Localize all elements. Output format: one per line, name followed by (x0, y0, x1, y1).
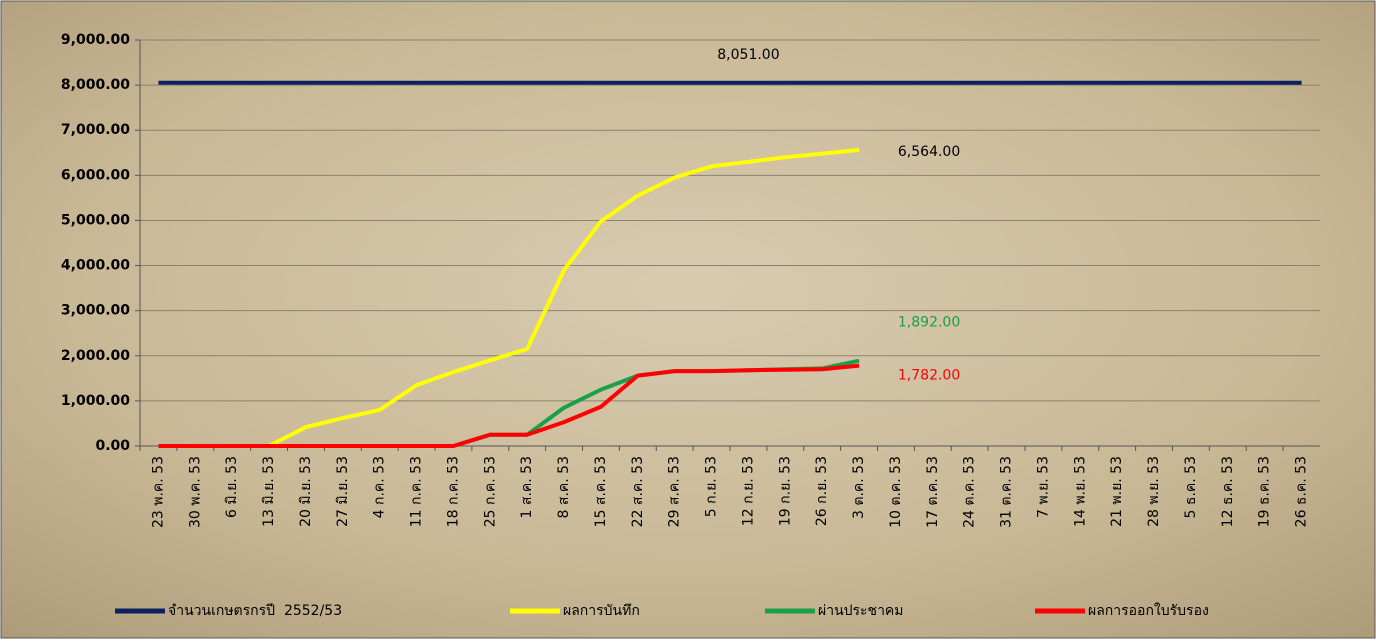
y-tick-label: 0.00 (95, 438, 130, 454)
data-label: 8,051.00 (717, 47, 779, 63)
y-tick-label: 4,000.00 (61, 258, 130, 274)
y-tick-label: 5,000.00 (61, 212, 130, 228)
x-tick-label: 17 ต.ค. 53 (925, 456, 941, 528)
x-tick-label: 1 ส.ค. 53 (519, 456, 535, 518)
x-tick-label: 6 มิ.ย. 53 (224, 456, 240, 518)
y-tick-label: 2,000.00 (61, 348, 130, 364)
x-tick-label: 7 พ.ย. 53 (1035, 456, 1051, 518)
x-tick-label: 27 มิ.ย. 53 (335, 456, 351, 527)
x-tick-label: 31 ต.ค. 53 (999, 456, 1015, 528)
chart: 0.00 1,000.00 2,000.00 3,000.00 4,000.00 5,00… (0, 0, 1376, 639)
y-tick-label: 8,000.00 (61, 77, 130, 93)
x-tick-label: 12 ธ.ค. 53 (1220, 456, 1236, 527)
x-tick-label: 23 พ.ค. 53 (150, 456, 166, 528)
x-tick-label: 30 พ.ค. 53 (187, 456, 203, 528)
y-tick-label: 6,000.00 (61, 167, 130, 183)
x-tick-label: 18 ก.ค. 53 (445, 456, 461, 527)
legend-label: จำนวนเกษตรกรปี 2552/53 (168, 603, 342, 619)
x-tick-label: 11 ก.ค. 53 (409, 456, 425, 527)
data-label: 6,564.00 (898, 144, 960, 160)
x-tick-label: 15 ส.ค. 53 (593, 456, 609, 527)
data-label: 1,892.00 (898, 315, 960, 331)
x-tick-label: 25 ก.ค. 53 (482, 456, 498, 527)
y-tick-label: 9,000.00 (61, 32, 130, 48)
x-tick-label: 14 พ.ย. 53 (1072, 456, 1088, 527)
x-tick-label: 22 ส.ค. 53 (630, 456, 646, 527)
x-tick-label: 24 ต.ค. 53 (962, 456, 978, 528)
x-tick-label: 5 ก.ย. 53 (704, 456, 720, 517)
x-tick-label: 12 ก.ย. 53 (740, 456, 756, 526)
x-tick-label: 20 มิ.ย. 53 (298, 456, 314, 527)
x-tick-label: 26 ก.ย. 53 (814, 456, 830, 526)
x-tick-label: 10 ต.ค. 53 (888, 456, 904, 528)
x-tick-label: 19 ธ.ค. 53 (1257, 456, 1273, 527)
y-tick-label: 3,000.00 (61, 303, 130, 319)
x-tick-label: 8 ส.ค. 53 (556, 456, 572, 518)
x-tick-label: 19 ก.ย. 53 (777, 456, 793, 526)
x-tick-label: 21 พ.ย. 53 (1109, 456, 1125, 527)
x-tick-label: 13 มิ.ย. 53 (261, 456, 277, 527)
y-tick-label: 7,000.00 (61, 122, 130, 138)
x-tick-label: 26 ธ.ค. 53 (1294, 456, 1310, 527)
data-label: 1,782.00 (898, 368, 960, 384)
x-tick-label: 29 ส.ค. 53 (667, 456, 683, 527)
x-tick-label: 4 ก.ค. 53 (372, 456, 388, 518)
x-tick-label: 28 พ.ย. 53 (1146, 456, 1162, 527)
legend-label: ผลการออกใบรับรอง (1088, 602, 1209, 619)
x-tick-label: 3 ต.ค. 53 (851, 456, 867, 519)
y-tick-label: 1,000.00 (61, 393, 130, 409)
x-tick-label: 5 ธ.ค. 53 (1183, 456, 1199, 518)
chart-background (1, 1, 1375, 638)
legend-label: ผ่านประชาคม (818, 603, 904, 619)
legend-label: ผลการบันทึก (563, 603, 640, 619)
